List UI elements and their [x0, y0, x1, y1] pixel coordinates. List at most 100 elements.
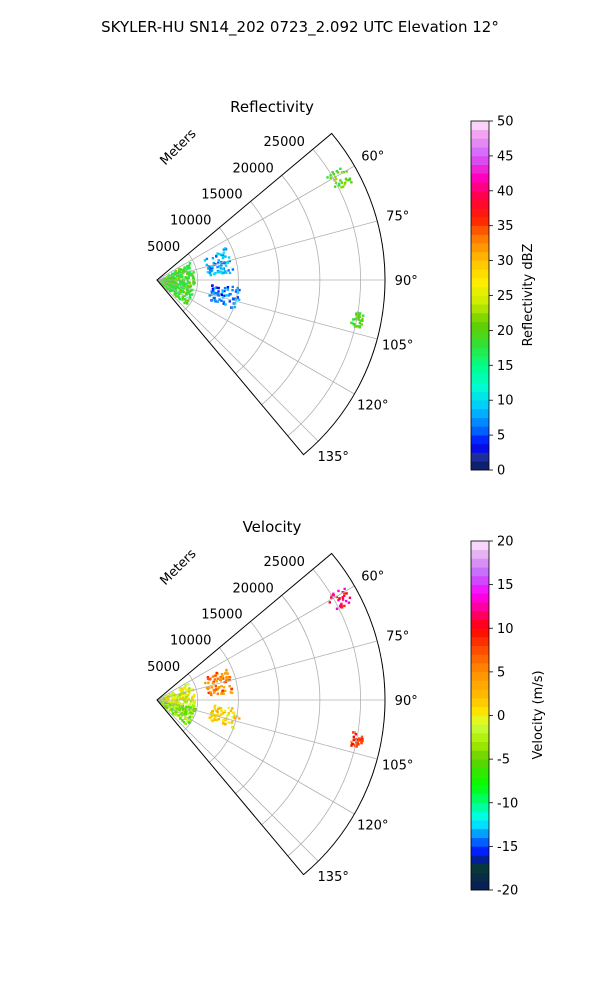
- velocity-echo-cell: [178, 688, 182, 692]
- reflectivity-colorbar-tick-label: 45: [497, 149, 514, 164]
- velocity-echo-cell: [173, 696, 177, 700]
- reflectivity-echo-cell: [219, 267, 222, 270]
- reflectivity-colorbar-segment: [471, 356, 489, 366]
- velocity-echo-cell: [341, 598, 345, 601]
- velocity-colorbar-tick-label: 20: [497, 535, 514, 550]
- velocity-echo-cell: [189, 702, 192, 705]
- velocity-echo-cell: [221, 691, 224, 695]
- velocity-colorbar: -20 -15 -10 -5 0 5 10 15 20: [470, 535, 518, 899]
- velocity-echo-cell: [187, 705, 190, 709]
- velocity-echo-cell: [343, 587, 346, 591]
- reflectivity-colorbar-tick-label: 40: [497, 184, 514, 199]
- reflectivity-echo-cell: [340, 181, 344, 184]
- reflectivity-echo-cell: [186, 290, 189, 294]
- reflectivity-echo-cell: [188, 271, 191, 275]
- reflectivity-echo-cell: [342, 185, 345, 188]
- reflectivity-echo-cell: [172, 273, 175, 276]
- velocity-echo-cell: [212, 712, 215, 716]
- velocity-echo-cell: [220, 677, 223, 680]
- velocity-echo-cell: [332, 592, 335, 595]
- velocity-echo-cell: [206, 676, 210, 679]
- velocity-echo-cell: [169, 701, 172, 705]
- velocity-echo-cell: [210, 686, 214, 689]
- velocity-echo-cell: [161, 701, 165, 704]
- velocity-echo-cell: [216, 687, 220, 691]
- velocity-echo-cell: [216, 677, 219, 680]
- velocity-colorbar-segment: [471, 549, 489, 559]
- velocity-echo-cell: [194, 708, 198, 711]
- velocity-echo-cell: [191, 705, 194, 708]
- reflectivity-echo-cell: [224, 255, 227, 258]
- velocity-echo-cell: [210, 710, 214, 713]
- reflectivity-echo-cell: [225, 271, 228, 274]
- velocity-echo-cell: [217, 717, 221, 721]
- velocity-echo-cell: [352, 738, 356, 741]
- reflectivity-echo-cell: [222, 271, 225, 274]
- reflectivity-echo-cell: [222, 268, 225, 271]
- velocity-colorbar-tick-label: -15: [497, 840, 518, 855]
- velocity-echo-cell: [184, 722, 187, 725]
- velocity-echo-cell: [162, 703, 165, 707]
- reflectivity-echo-cell: [358, 326, 361, 329]
- reflectivity-echo-cell: [224, 247, 227, 250]
- reflectivity-colorbar-tick-label: 25: [497, 289, 514, 304]
- reflectivity-echo-cell: [215, 255, 218, 258]
- velocity-azimuth-tick-label: 105°: [382, 759, 413, 774]
- reflectivity-echo-cell: [210, 266, 213, 270]
- reflectivity-echo-cell: [188, 264, 191, 267]
- velocity-colorbar-segment: [471, 584, 489, 594]
- velocity-echo-cell: [187, 720, 191, 723]
- reflectivity-azimuth-tick-label: 60°: [361, 149, 384, 164]
- reflectivity-echo-cell: [353, 323, 356, 326]
- reflectivity-echo-cell: [231, 289, 234, 292]
- velocity-echo-cell: [179, 717, 182, 720]
- reflectivity-colorbar-tick-label: 5: [497, 429, 505, 444]
- velocity-echo-cell: [183, 692, 186, 695]
- velocity-echo-cell: [220, 673, 224, 676]
- reflectivity-echo-cell: [161, 281, 164, 284]
- reflectivity-azimuth-tick-label: 75°: [386, 210, 409, 225]
- reflectivity-echo-cell: [225, 261, 229, 264]
- reflectivity-echo-cell: [218, 265, 221, 268]
- reflectivity-colorbar-segment: [471, 278, 489, 288]
- reflectivity-echo-cell: [183, 268, 186, 271]
- reflectivity-echo-cell: [216, 269, 220, 273]
- velocity-colorbar-segment: [471, 820, 489, 830]
- reflectivity-echo-cell: [188, 262, 192, 265]
- velocity-echo-cell: [167, 706, 170, 710]
- reflectivity-echo-cell: [361, 317, 364, 321]
- reflectivity-echo-cell: [358, 321, 361, 325]
- velocity-echo-cell: [356, 743, 359, 746]
- velocity-echo-cell: [232, 711, 236, 714]
- reflectivity-colorbar-segment: [471, 208, 489, 218]
- velocity-echo-cell: [215, 709, 218, 713]
- velocity-echo-cell: [176, 708, 179, 711]
- velocity-colorbar-tick-label: -5: [497, 753, 510, 768]
- velocity-echo-cell: [192, 708, 195, 711]
- velocity-echo-cell: [340, 602, 343, 606]
- velocity-echo-cell: [186, 719, 189, 722]
- reflectivity-echo-cell: [184, 270, 187, 273]
- reflectivity-echo-cell: [209, 273, 212, 277]
- reflectivity-echo-cell: [212, 291, 215, 295]
- reflectivity-echo-cell: [171, 272, 174, 275]
- reflectivity-colorbar-segment: [471, 182, 489, 192]
- velocity-echo-cell: [208, 678, 211, 681]
- reflectivity-echo-cell: [174, 270, 178, 273]
- reflectivity-echo-cell: [186, 279, 189, 282]
- velocity-echo-cell: [187, 721, 191, 724]
- reflectivity-range-tick-label: 25000: [264, 135, 305, 150]
- reflectivity-colorbar-segment: [471, 164, 489, 174]
- reflectivity-echo-cell: [185, 292, 188, 295]
- velocity-echo-cell: [188, 687, 191, 690]
- reflectivity-colorbar-tick-label: 10: [497, 394, 514, 409]
- reflectivity-echo-cell: [166, 284, 169, 287]
- velocity-echo-cell: [171, 709, 174, 712]
- reflectivity-echo-cell: [357, 318, 360, 321]
- velocity-echo-cell: [174, 701, 177, 704]
- velocity-echo-cell: [337, 599, 340, 602]
- reflectivity-colorbar-segment: [471, 225, 489, 235]
- velocity-echo-cell: [347, 601, 351, 604]
- velocity-colorbar-tick-label: -10: [497, 796, 518, 811]
- reflectivity-echo-cell: [177, 268, 181, 271]
